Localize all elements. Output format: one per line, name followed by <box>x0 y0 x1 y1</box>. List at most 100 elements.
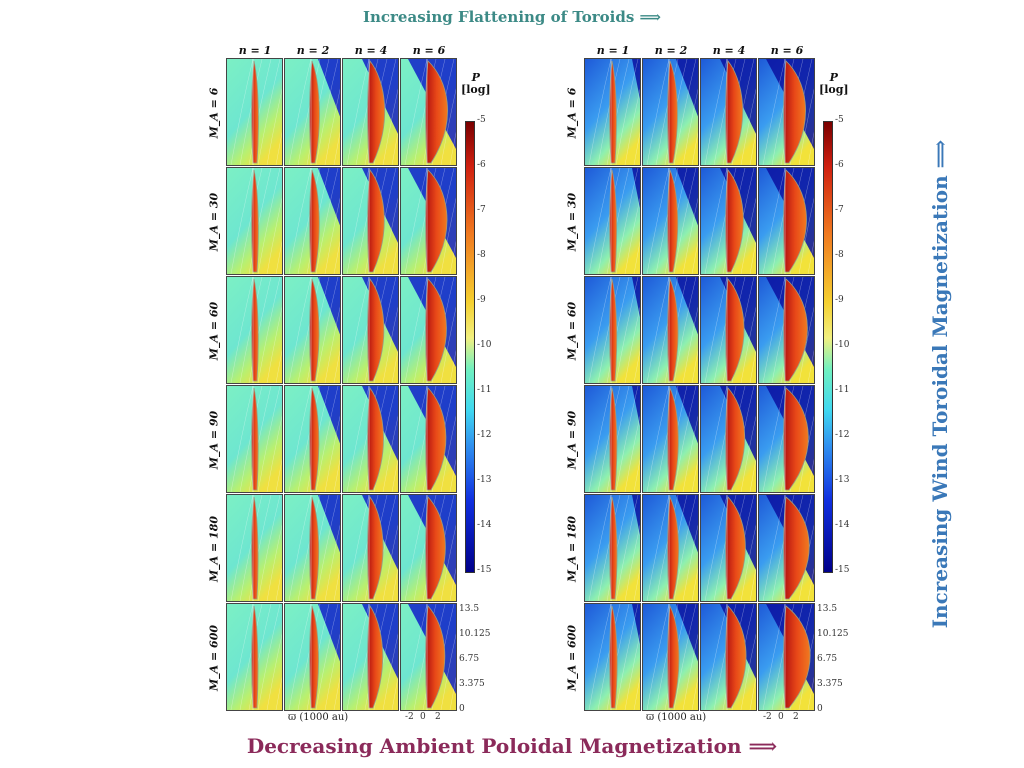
row-header: M_A = 180 <box>565 515 579 582</box>
y-axis-tick: 6.75 <box>459 654 480 664</box>
simulation-panel <box>226 603 283 711</box>
y-axis-tick: 0 <box>459 704 465 714</box>
row-header: M_A = 60 <box>207 301 221 360</box>
x-axis-tick: 2 <box>435 712 441 722</box>
simulation-panel <box>342 276 399 384</box>
simulation-panel <box>342 494 399 602</box>
simulation-panel <box>226 276 283 384</box>
column-header: n = 6 <box>412 44 446 57</box>
simulation-panel <box>584 494 641 602</box>
simulation-panel <box>758 603 815 711</box>
top-title: Increasing Flattening of Toroids ⟹ <box>362 8 662 26</box>
simulation-panel <box>642 494 699 602</box>
simulation-panel <box>226 58 283 166</box>
x-axis-label: ϖ (1000 au) <box>288 712 349 723</box>
side-title: Increasing Wind Toroidal Magnetization ⟹ <box>928 139 952 629</box>
row-header: M_A = 6 <box>207 87 221 138</box>
colorbar-tick: -12 <box>477 430 492 440</box>
column-header: n = 2 <box>296 44 330 57</box>
y-axis-tick: 0 <box>817 704 823 714</box>
y-axis-tick: 10.125 <box>817 629 849 639</box>
colorbar-tick: -8 <box>835 250 844 260</box>
x-axis-tick: 2 <box>793 712 799 722</box>
colorbar-tick: -8 <box>477 250 486 260</box>
simulation-panel <box>342 167 399 275</box>
simulation-panel <box>584 603 641 711</box>
row-header: M_A = 180 <box>207 515 221 582</box>
colorbar-tick: -5 <box>835 115 844 125</box>
row-header: M_A = 90 <box>565 410 579 469</box>
simulation-panel <box>700 167 757 275</box>
simulation-panel <box>758 385 815 493</box>
simulation-panel <box>342 58 399 166</box>
column-header: n = 1 <box>238 44 272 57</box>
y-axis-tick: 3.375 <box>459 679 485 689</box>
colorbar-tick: -6 <box>477 160 486 170</box>
simulation-panel <box>584 58 641 166</box>
simulation-panel <box>226 385 283 493</box>
simulation-panel <box>400 494 457 602</box>
x-axis-tick: -2 <box>405 712 414 722</box>
simulation-panel <box>284 603 341 711</box>
y-axis-tick: 3.375 <box>817 679 843 689</box>
simulation-panel <box>400 276 457 384</box>
simulation-panel <box>700 603 757 711</box>
simulation-panel <box>642 276 699 384</box>
colorbar-tick: -11 <box>477 385 492 395</box>
simulation-panel <box>400 385 457 493</box>
colorbar <box>823 121 833 573</box>
x-axis-tick: 0 <box>420 712 426 722</box>
colorbar-tick: -15 <box>477 565 492 575</box>
colorbar-tick: -15 <box>835 565 850 575</box>
simulation-panel <box>584 385 641 493</box>
simulation-panel <box>342 603 399 711</box>
simulation-panel <box>226 167 283 275</box>
row-header: M_A = 6 <box>565 87 579 138</box>
simulation-panel <box>700 494 757 602</box>
x-axis-tick: -2 <box>763 712 772 722</box>
x-axis-tick: 0 <box>778 712 784 722</box>
row-header: M_A = 30 <box>207 192 221 251</box>
row-header: M_A = 600 <box>207 624 221 691</box>
colorbar-tick: -7 <box>477 205 486 215</box>
simulation-panel <box>226 494 283 602</box>
row-header: M_A = 600 <box>565 624 579 691</box>
colorbar-tick: -10 <box>477 340 492 350</box>
colorbar-tick: -14 <box>835 520 850 530</box>
colorbar-tick: -7 <box>835 205 844 215</box>
simulation-panel <box>284 385 341 493</box>
colorbar-tick: -11 <box>835 385 850 395</box>
column-header: n = 4 <box>354 44 388 57</box>
y-axis-tick: 6.75 <box>817 654 838 664</box>
simulation-panel <box>758 167 815 275</box>
colorbar-tick: -10 <box>835 340 850 350</box>
bottom-title: Decreasing Ambient Poloidal Magnetizatio… <box>246 734 778 758</box>
row-header: M_A = 60 <box>565 301 579 360</box>
simulation-panel <box>758 494 815 602</box>
y-axis-tick: 13.5 <box>459 604 480 614</box>
simulation-panel <box>642 603 699 711</box>
simulation-panel <box>400 167 457 275</box>
simulation-panel <box>400 603 457 711</box>
simulation-panel <box>642 385 699 493</box>
colorbar-tick: -14 <box>477 520 492 530</box>
colorbar-tick: -9 <box>477 295 486 305</box>
colorbar-tick: -9 <box>835 295 844 305</box>
simulation-panel <box>400 58 457 166</box>
colorbar <box>465 121 475 573</box>
x-axis-label: ϖ (1000 au) <box>646 712 707 723</box>
column-header: n = 6 <box>770 44 804 57</box>
simulation-panel <box>284 494 341 602</box>
simulation-panel <box>758 276 815 384</box>
colorbar-title: P [log] <box>819 71 849 96</box>
simulation-panel <box>584 276 641 384</box>
colorbar-tick: -13 <box>835 475 850 485</box>
colorbar-tick: -6 <box>835 160 844 170</box>
simulation-panel <box>284 167 341 275</box>
column-header: n = 1 <box>596 44 630 57</box>
colorbar-tick: -13 <box>477 475 492 485</box>
simulation-panel <box>284 58 341 166</box>
simulation-panel <box>642 58 699 166</box>
column-header: n = 4 <box>712 44 746 57</box>
row-header: M_A = 90 <box>207 410 221 469</box>
